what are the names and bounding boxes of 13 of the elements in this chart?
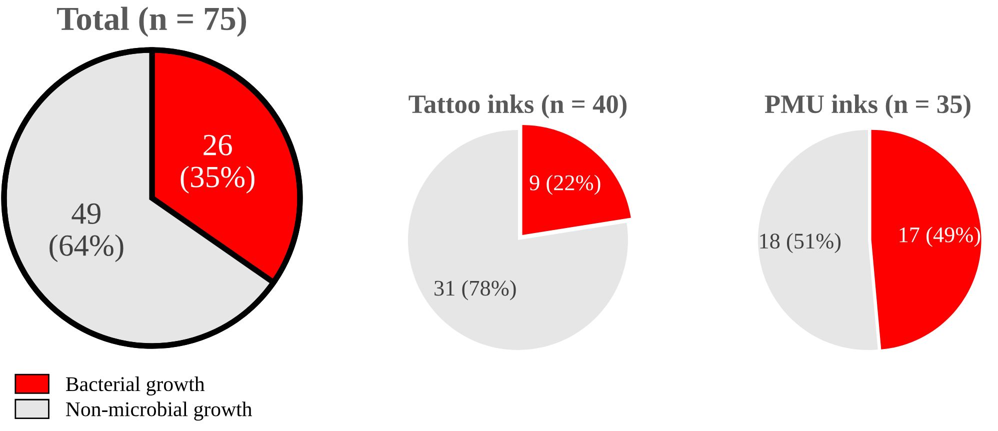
data-label: 49 (64%)	[50, 203, 124, 262]
data-label: 9 (22%)	[530, 174, 600, 195]
data-label: 26 (35%)	[180, 134, 254, 194]
legend-label: Non-microbial growth	[66, 402, 252, 421]
chart-title: PMU inks (n = 35)	[764, 94, 970, 118]
pie-slice	[758, 130, 878, 350]
data-label: 31 (78%)	[434, 280, 516, 300]
data-label: 18 (51%)	[760, 232, 841, 254]
legend-label: Bacterial growth	[66, 376, 205, 396]
chart-title: Tattoo inks (n = 40)	[408, 94, 627, 118]
chart-title: Total (n = 75)	[57, 6, 246, 37]
data-label: 17 (49%)	[900, 226, 980, 247]
pie-slice	[871, 130, 982, 350]
